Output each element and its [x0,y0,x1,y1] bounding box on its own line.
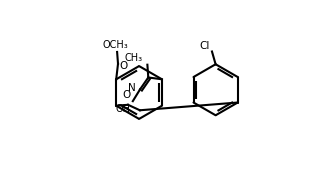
Text: N: N [128,83,135,93]
Text: OH: OH [116,104,131,114]
Text: OCH₃: OCH₃ [102,40,128,50]
Text: Cl: Cl [200,41,210,51]
Text: O: O [119,61,127,71]
Text: CH₃: CH₃ [125,53,143,63]
Text: O: O [122,90,131,100]
